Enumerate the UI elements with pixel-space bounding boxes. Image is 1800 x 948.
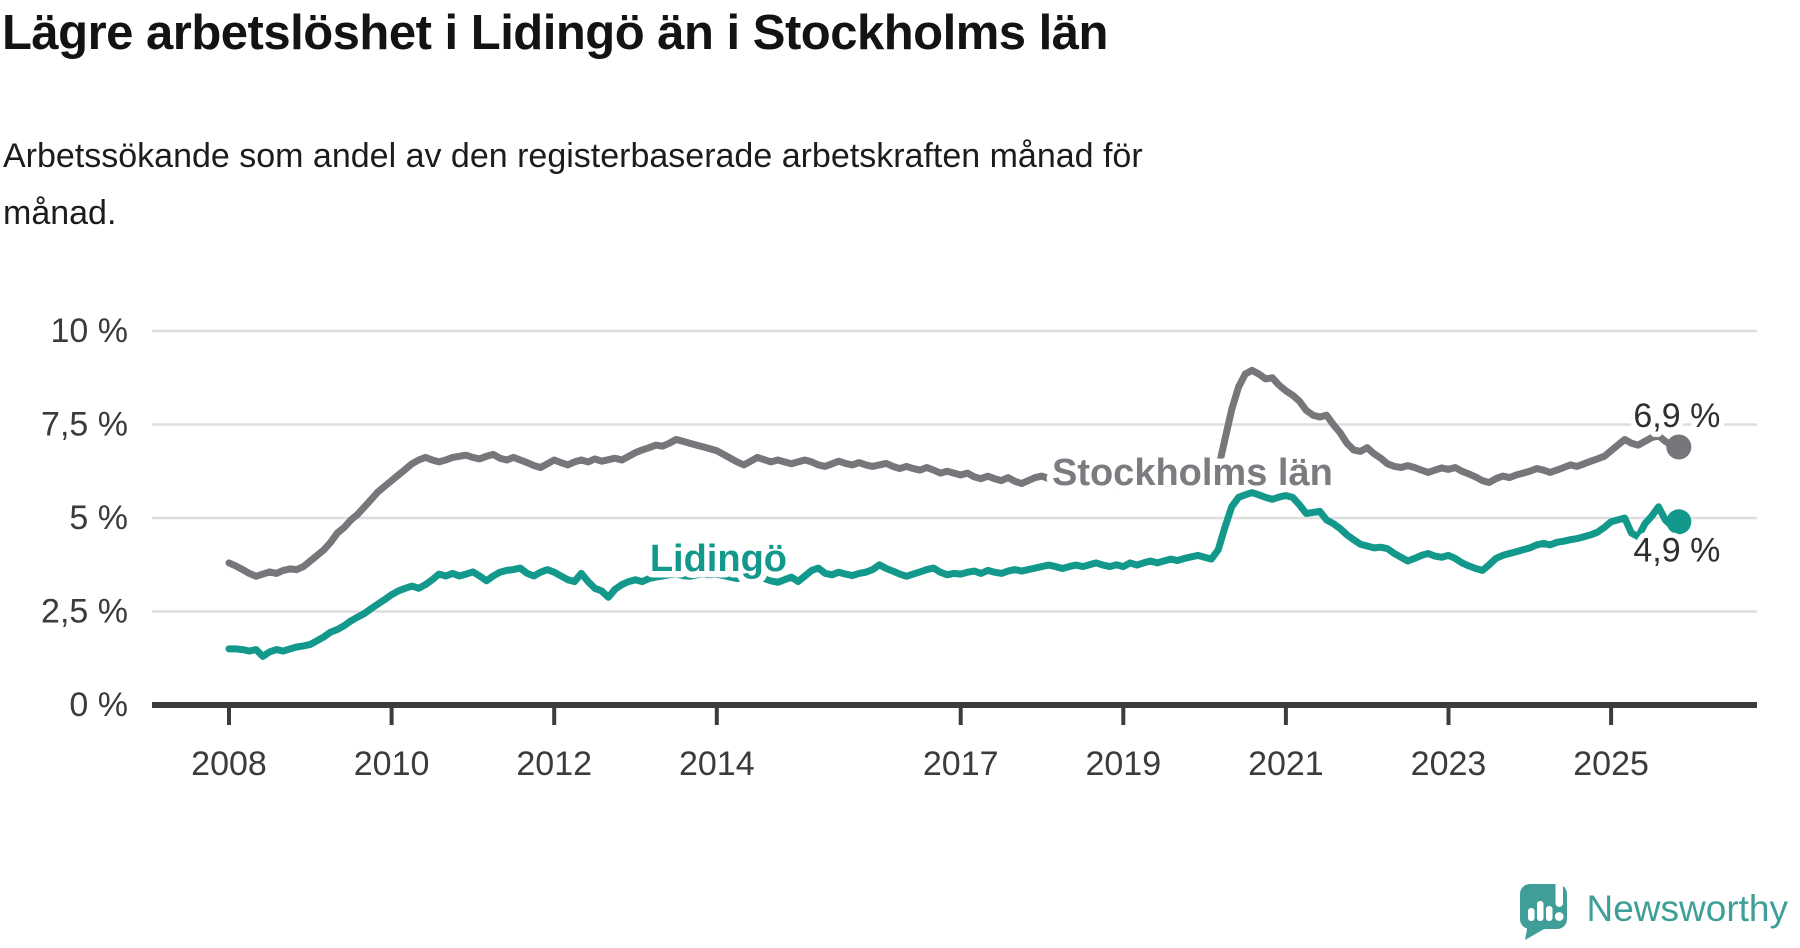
x-axis-tick-label: 2023 [1411,745,1487,783]
x-axis-tick-label: 2010 [354,745,430,783]
y-axis-tick-label: 7,5 % [41,406,128,444]
series-label-lidingo: Lidingö [650,538,787,580]
end-dot-lidingo [1666,509,1692,535]
series-line-lidingo [225,489,1683,660]
newsworthy-brand: Newsworthy [1518,876,1789,942]
x-axis-tick-label: 2008 [191,745,267,783]
x-axis-tick-label: 2021 [1248,745,1324,783]
brand-name: Newsworthy [1586,888,1789,929]
end-value-label-stockholms-lan: 6,9 % [1633,397,1720,435]
end-dot-stockholms-lan [1666,434,1692,460]
newsworthy-logo-icon [1519,878,1567,940]
subtitle-line-2: månad. [3,194,117,232]
x-axis-tick-label: 2012 [516,745,592,783]
chart-subtitle: Arbetssökande som andel av den registerb… [3,128,1483,242]
x-axis-tick-label: 2019 [1085,745,1161,783]
y-axis-tick-label: 10 % [51,312,129,350]
y-axis-tick-label: 0 % [69,686,128,724]
y-axis-tick-label: 5 % [69,499,128,537]
y-axis-tick-label: 2,5 % [41,593,128,631]
series-label-stockholms-lan: Stockholms län [1052,452,1333,494]
x-axis-tick-label: 2025 [1573,745,1649,783]
end-value-label-lidingo: 4,9 % [1633,532,1720,570]
page-title: Lägre arbetslöshet i Lidingö än i Stockh… [2,6,1108,60]
series-line-stockholms-lan [225,366,1683,580]
x-axis-tick-label: 2017 [923,745,999,783]
subtitle-line-1: Arbetssökande som andel av den registerb… [3,137,1143,175]
x-axis-tick-label: 2014 [679,745,755,783]
